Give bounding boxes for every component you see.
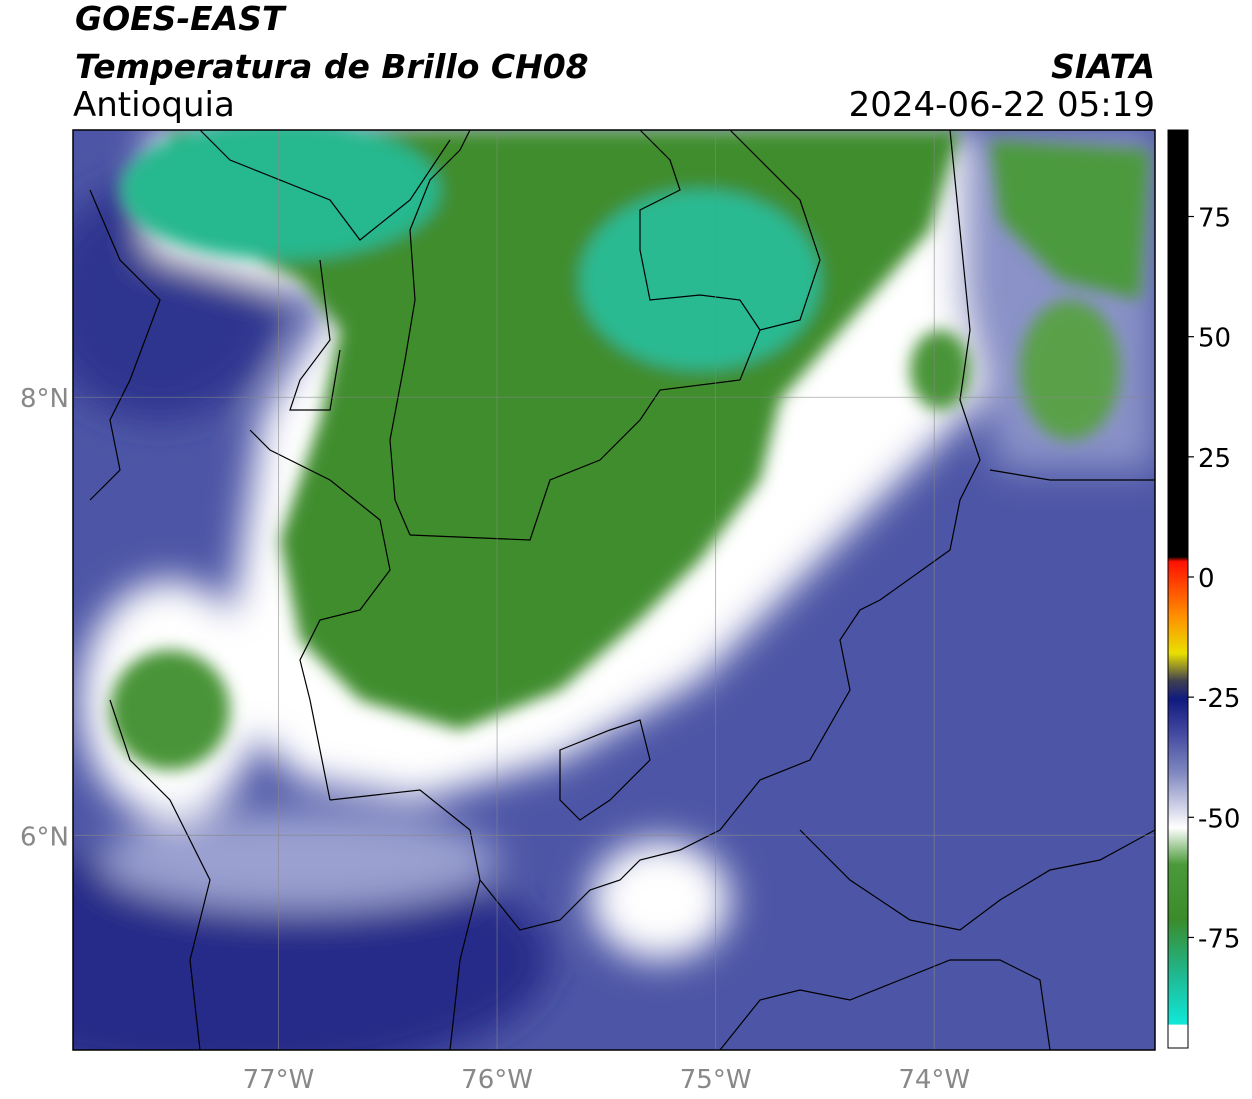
title: GOES-EAST — [75, 0, 287, 38]
colorbar-tick-label: -25 — [1198, 684, 1240, 714]
colorbar-tick-label: -50 — [1198, 804, 1240, 834]
colorbar-tick-label: -75 — [1198, 924, 1240, 954]
subtitle: Temperatura de Brillo CH08 — [75, 47, 589, 86]
colorbar-tick-label: 0 — [1198, 564, 1215, 594]
colorbar-tick-label: 75 — [1198, 204, 1231, 234]
colorbar-tick-label: 25 — [1198, 444, 1231, 474]
lon-tick-label: 74°W — [898, 1065, 970, 1095]
colorbar — [1167, 129, 1189, 1049]
map-frame — [72, 129, 1156, 1051]
lon-tick-label: 76°W — [461, 1065, 533, 1095]
satellite-image — [73, 130, 1155, 1050]
region: Antioquia — [73, 85, 235, 125]
lon-tick-label: 75°W — [680, 1065, 752, 1095]
timestamp: 2024-06-22 05:19 — [849, 85, 1155, 125]
source: SIATA — [1051, 47, 1155, 86]
borders — [89, 130, 1155, 1050]
lon-tick-label: 77°W — [243, 1065, 315, 1095]
lat-tick-label: 6°N — [20, 822, 69, 852]
graticule — [73, 130, 1155, 1050]
lat-tick-label: 8°N — [20, 384, 69, 414]
colorbar-tick-label: 50 — [1198, 324, 1231, 354]
